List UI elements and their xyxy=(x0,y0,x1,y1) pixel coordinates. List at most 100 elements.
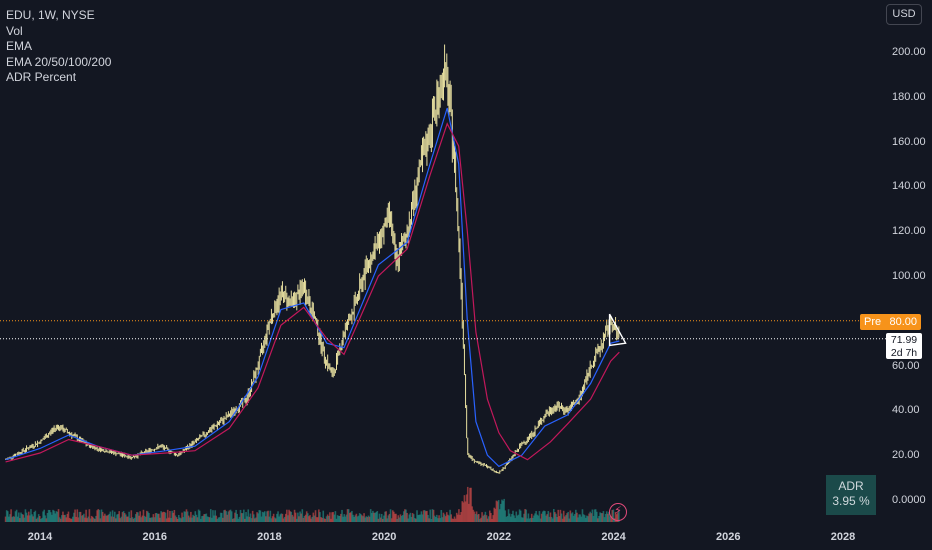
volume-bar xyxy=(383,515,385,522)
volume-bar xyxy=(598,516,600,522)
volume-bar xyxy=(319,512,321,522)
volume-bar xyxy=(471,506,473,522)
volume-bar xyxy=(583,515,586,522)
volume-bar xyxy=(586,515,588,522)
volume-bar xyxy=(22,514,25,522)
volume-bar xyxy=(180,518,182,522)
volume-bar xyxy=(190,511,192,522)
volume-bar xyxy=(367,515,370,522)
volume-bar xyxy=(272,513,275,522)
volume-bar xyxy=(327,515,330,522)
volume-bar xyxy=(245,512,247,522)
volume-bar xyxy=(255,517,257,522)
volume-bar xyxy=(55,511,58,522)
volume-bar xyxy=(335,518,338,522)
volume-bar xyxy=(492,515,494,522)
volume-bar xyxy=(267,510,269,522)
volume-bar xyxy=(52,509,54,522)
volume-bar xyxy=(307,513,309,522)
volume-bar xyxy=(557,509,559,522)
volume-bar xyxy=(416,510,418,522)
volume-bar xyxy=(361,515,363,522)
volume-bar xyxy=(58,517,61,522)
volume-bar xyxy=(208,517,211,522)
volume-bar xyxy=(350,512,352,522)
volume-bar xyxy=(464,501,467,522)
volume-bar xyxy=(100,509,103,522)
volume-bar xyxy=(544,511,546,522)
volume-bar xyxy=(204,514,207,522)
volume-bar xyxy=(600,513,603,522)
volume-bar xyxy=(609,516,611,522)
volume-bar xyxy=(314,510,317,522)
volume-bar xyxy=(149,517,151,522)
volume-bar xyxy=(538,511,541,522)
volume-bar xyxy=(527,513,530,522)
volume-bar xyxy=(120,516,123,522)
volume-bar xyxy=(219,512,222,522)
volume-bar xyxy=(50,512,52,522)
volume-bar xyxy=(345,514,348,522)
volume-bar xyxy=(417,515,419,522)
volume-bar xyxy=(298,516,300,522)
volume-bar xyxy=(119,518,122,522)
volume-bar xyxy=(41,517,43,522)
volume-bar xyxy=(363,513,365,522)
volume-bar xyxy=(136,512,138,522)
volume-bar xyxy=(239,509,242,522)
volume-bar xyxy=(325,516,328,522)
volume-bar xyxy=(393,511,395,522)
volume-bar xyxy=(377,518,380,522)
legend-symbol[interactable]: EDU, 1W, NYSE xyxy=(6,8,95,22)
volume-bar xyxy=(545,515,547,522)
volume-bar xyxy=(476,514,479,522)
volume-bar xyxy=(240,513,243,522)
triangle-pattern[interactable] xyxy=(608,313,627,347)
volume-bar xyxy=(594,509,597,522)
volume-bar xyxy=(482,515,484,522)
price-tick: 200.00 xyxy=(892,46,926,58)
volume-bar xyxy=(151,517,154,522)
volume-bar xyxy=(475,511,478,522)
volume-bar xyxy=(280,513,283,522)
volume-bar xyxy=(288,509,290,522)
volume-bar xyxy=(447,514,449,522)
volume-bar xyxy=(293,509,296,522)
volume-bar xyxy=(107,514,109,522)
legend-ema[interactable]: EMA xyxy=(6,39,33,53)
legend-ema-multi[interactable]: EMA 20/50/100/200 xyxy=(6,54,112,69)
volume-bar xyxy=(111,510,114,522)
volume-bar xyxy=(16,516,19,522)
volume-bar xyxy=(182,517,184,522)
volume-bar xyxy=(453,516,456,522)
volume-bar xyxy=(286,509,288,522)
volume-bar xyxy=(530,513,533,522)
volume-bar xyxy=(139,511,141,522)
volume-bar xyxy=(23,517,26,522)
volume-bar xyxy=(73,512,75,522)
lightning-icon[interactable]: ⚡︎ xyxy=(609,503,627,521)
currency-button[interactable]: USD xyxy=(886,4,922,25)
volume-bar xyxy=(46,512,49,522)
volume-bar xyxy=(244,518,246,522)
volume-bar xyxy=(473,511,476,522)
volume-bar xyxy=(504,510,507,522)
volume-bar xyxy=(568,518,571,522)
legend-volume[interactable]: Vol xyxy=(6,23,23,38)
volume-bar xyxy=(141,515,144,522)
volume-bar xyxy=(116,514,118,522)
volume-bar xyxy=(86,518,89,522)
legend-adr-percent[interactable]: ADR Percent xyxy=(6,70,77,84)
volume-bar xyxy=(524,509,526,522)
volume-bar xyxy=(573,514,576,522)
price-tick: 40.00 xyxy=(892,404,920,417)
volume-bar xyxy=(176,518,179,522)
volume-bar xyxy=(243,509,245,522)
volume-bar xyxy=(203,514,205,522)
volume-bar xyxy=(460,512,462,522)
volume-bar xyxy=(515,511,518,522)
volume-bar xyxy=(101,511,104,522)
volume-bar xyxy=(320,517,322,522)
volume-bar xyxy=(289,511,291,522)
